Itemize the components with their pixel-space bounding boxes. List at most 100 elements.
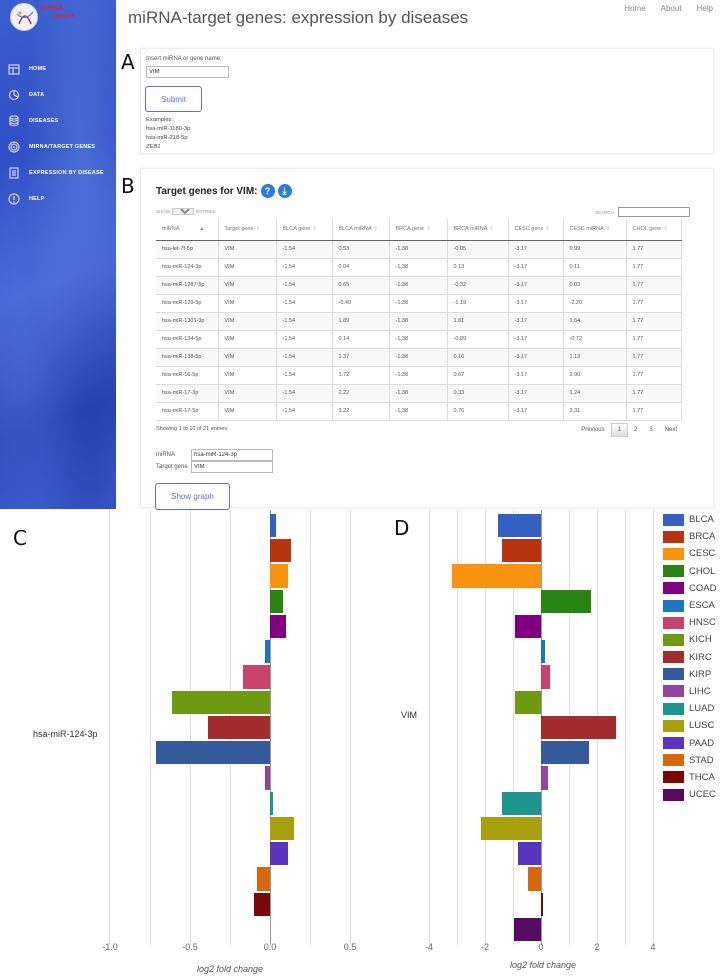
legend-item[interactable]: STAD [663, 752, 716, 769]
column-header-mirna[interactable]: miRNA ▲ [156, 219, 219, 241]
bar-kirp[interactable] [156, 741, 270, 765]
bar-chol[interactable] [541, 589, 591, 613]
bar-cesc[interactable] [270, 564, 288, 588]
bar-paad[interactable] [518, 842, 541, 866]
bar-stad[interactable] [528, 867, 541, 891]
search-input[interactable] [146, 66, 229, 78]
bar-lusc[interactable] [270, 816, 294, 841]
bar-brca[interactable] [502, 539, 541, 563]
table-row[interactable]: hsa-miR-129-5p VIM -1.54 -0.40 -1.38 -1.19 -3.… [156, 294, 682, 313]
legend-item[interactable]: LUSC [663, 717, 716, 734]
pagination-next[interactable]: Next [664, 427, 677, 433]
nav-link-about[interactable]: About [660, 4, 682, 13]
legend-item[interactable]: KICH [663, 631, 716, 648]
column-header-cesc-mirna[interactable]: CESC miRNA ⇕ [563, 219, 627, 241]
bar-thca[interactable] [541, 892, 543, 916]
mirna-field[interactable] [191, 449, 273, 461]
nav-link-home[interactable]: Home [624, 4, 646, 13]
help-icon[interactable]: ? [260, 184, 275, 198]
bar-lihc[interactable] [265, 766, 270, 790]
mirna-field-row: miRNA [156, 449, 273, 461]
column-header-blca-gene[interactable]: BLCA gene ⇕ [276, 219, 333, 241]
table-row[interactable]: hsa-miR-17-3p VIM -1.54 2.22 -1.38 0.33 -3.17 1… [156, 384, 682, 403]
legend-item[interactable]: UCEC [663, 786, 716, 803]
column-header-chol-gene[interactable]: CHOL gene ⇕ [626, 219, 682, 241]
table-row[interactable]: hsa-miR-16-5p VIM -1.54 1.72 -1.38 0.67 -3.17 2… [156, 366, 682, 385]
bar-esca[interactable] [265, 640, 270, 664]
table-row[interactable]: hsa-miR-1287-5p VIM -1.54 0.65 -1.38 -0.32 -3.… [156, 276, 682, 295]
sidebar-item-home[interactable]: HOME [0, 56, 116, 82]
bar-luad[interactable] [270, 791, 274, 815]
bar-blca[interactable] [270, 514, 277, 538]
bar-brca[interactable] [270, 539, 291, 563]
sidebar-item-mirna-target-genes[interactable]: MIRNA/TARGET GENES [0, 134, 116, 160]
legend-item[interactable]: BRCA [663, 528, 716, 545]
pagination-page-1[interactable]: 1 [610, 423, 628, 437]
column-header-brca-mirna[interactable]: BRCA miRNA ⇕ [447, 219, 509, 241]
bar-kirc[interactable] [207, 715, 270, 740]
bar-stad[interactable] [257, 867, 270, 891]
legend-item[interactable]: COAD [663, 580, 716, 597]
table-row[interactable]: hsa-miR-134-5p VIM -1.54 0.14 -1.38 -0.89 -3.1… [156, 330, 682, 349]
bar-lusc[interactable] [480, 816, 541, 841]
entries-select[interactable]: 10 [172, 208, 194, 215]
legend-item[interactable]: CESC [663, 545, 716, 562]
nav-link-help[interactable]: Help [696, 4, 713, 13]
bar-kich[interactable] [172, 690, 270, 714]
bar-chol[interactable] [270, 589, 283, 613]
legend-item[interactable]: BLCA [663, 511, 716, 528]
bar-thca[interactable] [254, 892, 270, 916]
legend-item[interactable]: ESCA [663, 597, 716, 614]
axis-tick: 0 [538, 942, 544, 952]
column-header-cesc-gene[interactable]: CESC gene ⇕ [508, 219, 564, 241]
table-search-input[interactable] [618, 207, 690, 217]
show-graph-button[interactable]: Show graph [155, 483, 230, 510]
sidebar-item-expression-by-disease[interactable]: EXPRESSION BY DISEASE [0, 160, 116, 186]
bar-hnsc[interactable] [242, 665, 270, 689]
table-row[interactable]: hsa-miR-124-3p VIM -1.54 0.04 -1.38 0.13 -3.17… [156, 258, 682, 277]
sidebar-item-help[interactable]: HELP [0, 186, 116, 212]
table-cell: VIM [218, 276, 277, 295]
column-header-target-gene[interactable]: Target gene ⇕ [218, 219, 277, 241]
download-icon[interactable]: ⤓ [277, 184, 292, 198]
bar-paad[interactable] [270, 842, 288, 866]
pagination-page-3[interactable]: 3 [649, 427, 653, 433]
bar-esca[interactable] [541, 640, 545, 664]
bar-luad[interactable] [502, 791, 541, 815]
legend-item[interactable]: PAAD [663, 734, 716, 751]
table-row[interactable]: hsa-let-7f-5p VIM -1.54 0.53 -1.38 -0.05 -3.17… [156, 240, 682, 259]
legend-item[interactable]: THCA [663, 769, 716, 786]
pagination-previous[interactable]: Previous [581, 427, 605, 433]
sidebar-item-data[interactable]: DATA [0, 82, 116, 108]
legend-item[interactable]: KIRC [663, 649, 716, 666]
bar-blca[interactable] [497, 514, 541, 538]
example-link[interactable]: ZEB1 [146, 144, 161, 150]
table-row[interactable]: hsa-miR-1301-3p VIM -1.54 1.89 -1.38 1.61 -3.1… [156, 312, 682, 331]
sidebar-item-diseases[interactable]: DISEASES [0, 108, 116, 134]
pagination-page-2[interactable]: 2 [633, 427, 638, 433]
example-link[interactable]: hsa-miR-218-5p [146, 135, 188, 141]
bar-kirc[interactable] [541, 715, 617, 740]
target-gene-field[interactable] [191, 461, 273, 473]
legend-item[interactable]: HNSC [663, 614, 716, 631]
logo-icon[interactable] [10, 3, 38, 31]
legend-item[interactable]: CHOL [663, 563, 716, 580]
bar-lihc[interactable] [541, 766, 548, 790]
bar-hnsc[interactable] [541, 665, 550, 689]
table-row[interactable]: hsa-miR-138-5p VIM -1.54 1.37 -1.38 0.16 -3.17… [156, 348, 682, 367]
bar-coad[interactable] [514, 614, 541, 639]
bar-kirp[interactable] [541, 741, 590, 765]
example-link[interactable]: hsa-miR-1180-3p [146, 126, 191, 132]
bar-ucec[interactable] [514, 917, 541, 941]
legend-item[interactable]: KIRP [663, 666, 716, 683]
table-row[interactable]: hsa-miR-17-5p VIM -1.54 3.22 -1.38 0.76 -3.17 2… [156, 402, 682, 421]
legend-item[interactable]: LUAD [663, 700, 716, 717]
bar-cesc[interactable] [452, 564, 541, 588]
submit-button[interactable]: Submit [145, 86, 202, 112]
bar-coad[interactable] [270, 614, 286, 639]
column-header-brca-gene[interactable]: BRCA gene ⇕ [389, 219, 448, 241]
column-header-blca-mirna[interactable]: BLCA miRNA ⇕ [332, 219, 390, 241]
table-cell: 1.64 [563, 312, 627, 331]
legend-item[interactable]: LIHC [663, 683, 716, 700]
bar-kich[interactable] [514, 690, 541, 714]
